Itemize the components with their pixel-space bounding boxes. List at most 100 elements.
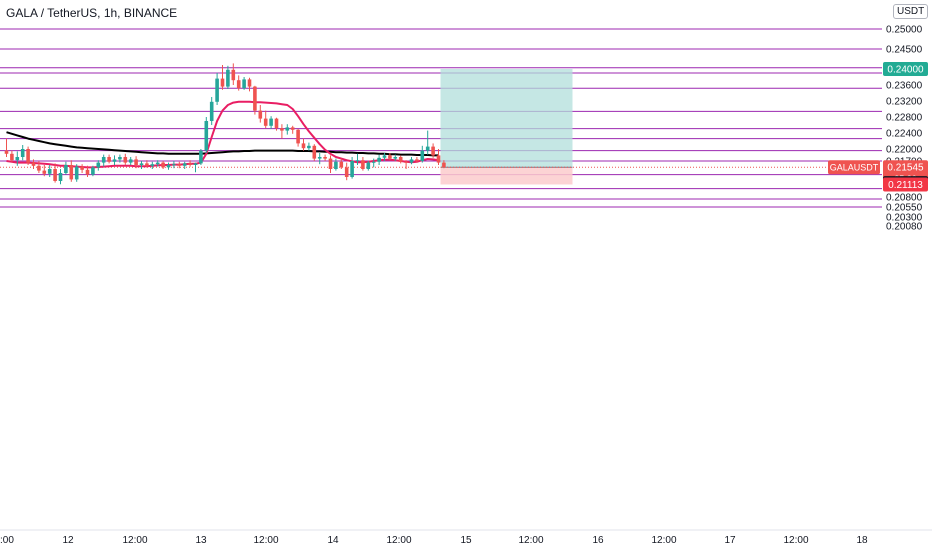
candle-body [371, 161, 376, 163]
time-axis-tick-label: 12:00 [122, 535, 147, 546]
price-axis-tick-label: 0.20300 [886, 213, 923, 224]
candle-body [339, 161, 344, 168]
candle-body [134, 159, 138, 165]
time-axis-tick-label: 12:00 [518, 535, 543, 546]
candle-body [42, 170, 47, 174]
candle-body [328, 158, 333, 169]
candle-body [247, 79, 252, 87]
candle-body [334, 161, 338, 169]
price-axis-tick-label: 0.24500 [886, 45, 923, 56]
candle-body [398, 157, 403, 162]
candle-body [355, 160, 360, 162]
candles-group [4, 63, 446, 185]
candle-body [177, 164, 182, 166]
slow-moving-average-line [6, 131, 439, 157]
candle-body [85, 169, 90, 175]
candle-body [145, 163, 149, 166]
candle-body [312, 145, 317, 159]
currency-unit-button[interactable]: USDT [893, 4, 929, 19]
candle-body [118, 157, 122, 160]
candle-body [323, 157, 327, 159]
candle-body [231, 69, 236, 81]
price-axis-tick-label: 0.20800 [886, 193, 923, 204]
target-price-label: 0.24000 [887, 65, 924, 76]
last-price-label: 0.21545 [887, 163, 924, 174]
candle-body [182, 163, 187, 166]
candle-body [307, 145, 311, 149]
candle-body [91, 167, 95, 175]
candle-body [166, 165, 171, 168]
symbol-tag-bg [828, 160, 880, 175]
candle-body [436, 155, 441, 163]
candle-body [150, 164, 155, 166]
candle-body [377, 157, 381, 162]
candle-body [155, 162, 160, 165]
candle-body [107, 157, 111, 162]
candle-body [209, 101, 214, 121]
candle-body [112, 159, 117, 162]
stop-zone [440, 167, 573, 185]
candle-body [409, 159, 414, 163]
candle-body [64, 165, 68, 173]
candle-body [290, 127, 295, 130]
candle-body [263, 118, 268, 126]
time-axis-tick-label: 16 [592, 535, 604, 546]
price-axis-tick-label: 0.23600 [886, 81, 923, 92]
candle-body [4, 150, 9, 154]
candle-body [404, 161, 408, 163]
price-axis-tick-label: 0.20550 [886, 203, 923, 214]
candle-body [10, 153, 14, 161]
candle-body [80, 166, 84, 170]
candle-body [366, 162, 371, 169]
candle-body [15, 157, 20, 161]
candle-body [285, 127, 290, 131]
candle-body [215, 78, 219, 102]
candle-body [393, 157, 398, 159]
price-axis-tick-label: 0.22000 [886, 145, 923, 156]
time-axis-tick-label: 12:00 [253, 535, 278, 546]
candle-body [53, 169, 57, 181]
time-axis-tick-label: 12 [62, 535, 74, 546]
candle-body [193, 163, 198, 165]
price-axis-tick-label: 0.22400 [886, 129, 923, 140]
candle-body [350, 161, 354, 177]
time-axis-tick-label: 12:00 [651, 535, 676, 546]
time-axis-tick-label: 18 [856, 535, 868, 546]
candle-body [269, 118, 273, 126]
time-axis-tick-label: 12:00 [783, 535, 808, 546]
target-price-label-bg [883, 62, 928, 76]
candle-body [236, 80, 241, 89]
candle-body [199, 150, 203, 164]
candle-body [280, 128, 284, 131]
candle-body [226, 69, 230, 87]
candle-body [69, 165, 74, 180]
time-axis-tick-label: 13 [195, 535, 207, 546]
price-axis-tick-label: 0.25000 [886, 25, 923, 36]
price-axis-tick-label: 0.20080 [886, 221, 923, 232]
time-axis-tick-label: 12:00 [386, 535, 411, 546]
candle-body [425, 146, 430, 151]
stop-price-label-bg [883, 177, 928, 192]
candle-body [58, 173, 63, 181]
candle-body [74, 166, 79, 180]
candle-body [101, 157, 106, 163]
candle-body [123, 157, 128, 163]
candle-body [274, 118, 279, 129]
candle-body [442, 162, 446, 167]
target-zone [440, 69, 573, 168]
candle-body [420, 150, 425, 161]
candle-body [415, 159, 419, 161]
candle-body [388, 155, 392, 159]
candle-body [204, 121, 209, 151]
candle-body [31, 162, 36, 166]
candle-body [253, 86, 257, 111]
time-axis-tick-label: 15 [460, 535, 472, 546]
candle-body [242, 79, 246, 89]
time-axis-tick-label: 14 [327, 535, 339, 546]
stop-price-label: 0.21113 [888, 180, 923, 191]
candle-body [47, 169, 52, 174]
candle-body [301, 143, 306, 149]
time-axis: :00 12 12:00 13 12:00 14 12:00 15 12:00 16 12:00 17… [0, 535, 868, 546]
candle-body [188, 163, 192, 165]
